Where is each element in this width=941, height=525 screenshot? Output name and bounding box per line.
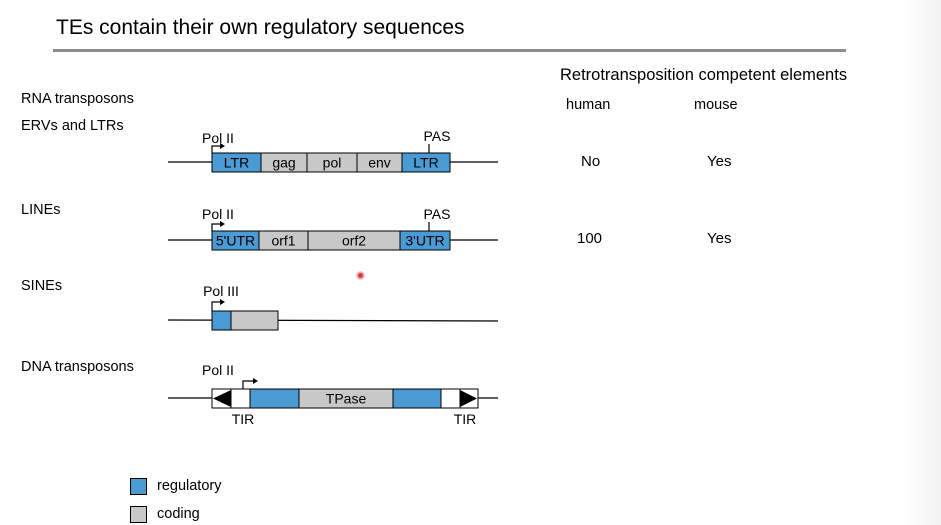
sine-element: Pol III (167, 283, 499, 331)
sine-coding-box (230, 310, 279, 331)
legend-coding-swatch (130, 506, 147, 523)
erv-promoter-arrowhead (220, 143, 225, 149)
sine-promoter-arrow (211, 301, 221, 311)
sine-promoter-arrowhead (220, 299, 225, 305)
label-ervs-ltrs: ERVs and LTRs (21, 118, 124, 134)
label-dna-transposons: DNA transposons (21, 359, 134, 375)
sine-regulatory-box (211, 310, 232, 331)
line-mouse-value: Yes (707, 230, 732, 247)
erv-mouse-value: Yes (707, 153, 732, 170)
line-3utr (399, 230, 451, 251)
window-edge (905, 0, 941, 525)
dna-tir-right-label: TIR (454, 411, 477, 427)
dna-transposon-element: TPase Pol II TIR TIR (168, 362, 498, 427)
column-mouse: mouse (694, 97, 738, 113)
slide-title: TEs contain their own regulatory sequenc… (56, 16, 465, 39)
erv-promoter-arrow (211, 145, 221, 153)
dna-promoter-label: Pol II (202, 362, 234, 378)
column-human: human (566, 97, 611, 113)
erv-seg-ltr-left: LTR (224, 155, 249, 171)
label-sines: SINEs (21, 278, 63, 294)
legend-regulatory-label: regulatory (157, 478, 222, 494)
legend-coding-label: coding (157, 506, 200, 522)
sine-promoter-label: Pol III (203, 283, 239, 299)
pointer-cursor (356, 271, 365, 280)
line-seg-orf2: orf2 (342, 233, 366, 249)
line-element: 5'UTR orf1 orf2 3'UTR Pol II PAS (168, 206, 498, 251)
dna-tir-left-triangle (213, 390, 231, 407)
dna-tir-right-triangle (460, 390, 477, 407)
line-promoter-label: Pol II (202, 206, 234, 222)
dna-regulatory-right (392, 388, 442, 409)
label-rna-transposons: RNA transposons (21, 91, 134, 107)
line-human-value: 100 (577, 230, 603, 247)
erv-human-value: No (581, 153, 601, 170)
erv-promoter-label: Pol II (202, 130, 234, 146)
line-seg-5utr: 5'UTR (216, 233, 255, 249)
dna-regulatory-left (249, 388, 300, 409)
table-header: Retrotransposition competent elements (560, 66, 848, 84)
dna-seg-tpase: TPase (326, 391, 367, 407)
line-promoter-arrowhead (220, 221, 225, 227)
dna-promoter-arrowhead (253, 378, 258, 384)
line-seg-3utr: 3'UTR (405, 233, 444, 249)
label-lines: LINEs (21, 202, 61, 218)
erv-ltr-right (401, 152, 451, 173)
line-promoter-arrow (211, 223, 221, 231)
legend-regulatory-swatch (130, 478, 147, 495)
line-seg-orf1: orf1 (271, 233, 295, 249)
erv-seg-env: env (368, 155, 391, 171)
erv-pas-label: PAS (424, 128, 451, 144)
erv-seg-ltr-right: LTR (413, 155, 438, 171)
title-underline (53, 49, 846, 52)
erv-seg-pol: pol (323, 155, 342, 171)
erv-element: LTR gag pol env LTR Pol II PAS (168, 128, 498, 173)
dna-tir-left-label: TIR (232, 411, 255, 427)
erv-seg-gag: gag (272, 155, 295, 171)
dna-promoter-arrow (242, 380, 254, 389)
line-pas-label: PAS (424, 206, 451, 222)
